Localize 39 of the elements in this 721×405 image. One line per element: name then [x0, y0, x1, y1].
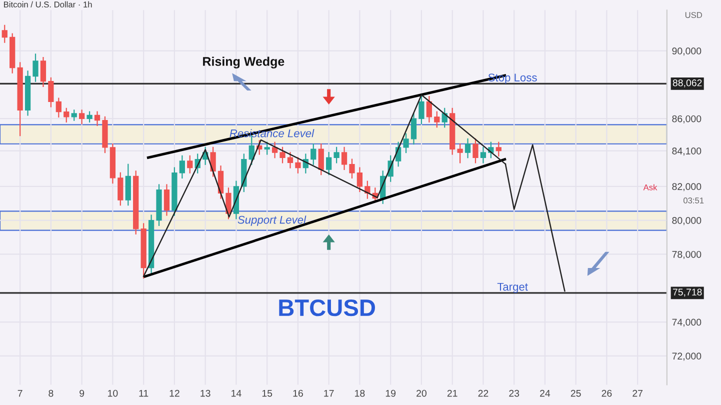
text: USD — [685, 12, 702, 18]
x-tick-label: 11 — [139, 390, 148, 397]
x-tick-label: 13 — [200, 390, 210, 397]
y-tick-label: 80,000 — [672, 217, 702, 226]
x-tick-label: 17 — [324, 390, 334, 397]
x-tick-label: 18 — [355, 390, 365, 397]
y-tick-label: 78,000 — [672, 250, 702, 259]
annotation: Rising Wedge — [203, 56, 284, 68]
y-tick-label: 72,000 — [672, 352, 702, 361]
x-tick-label: 8 — [48, 390, 54, 397]
x-tick-label: 7 — [18, 390, 22, 397]
x-tick-label: 26 — [602, 390, 612, 397]
x-tick-label: 23 — [509, 390, 520, 397]
x-tick-label: 24 — [540, 390, 550, 397]
annotation: 75,718 — [672, 288, 702, 297]
annotation: 88,062 — [672, 79, 702, 88]
x-tick-label: 15 — [262, 390, 272, 397]
x-tick-label: 22 — [478, 390, 488, 397]
y-tick-label: 82,000 — [672, 183, 702, 192]
annotation: BTCUSD — [279, 299, 375, 316]
x-tick-label: 21 — [447, 390, 458, 397]
ref-line-label: Target — [497, 282, 528, 293]
chart-title: Bitcoin / U.S. Dollar · 1h — [4, 1, 92, 8]
x-tick-label: 14 — [232, 390, 242, 397]
y-tick-label: 90,000 — [672, 48, 702, 56]
x-tick-label: 27 — [632, 390, 643, 397]
x-tick-label: 12 — [170, 390, 180, 397]
y-tick-label: 86,000 — [672, 115, 702, 124]
x-tick-label: 16 — [293, 390, 303, 397]
annotation: Ask — [643, 184, 658, 190]
x-tick-label: 20 — [416, 390, 426, 397]
band-label: Support Level — [238, 216, 306, 226]
text: 03:51 — [684, 198, 704, 204]
x-tick-label: 10 — [108, 390, 118, 397]
x-tick-label: 19 — [386, 390, 396, 397]
y-tick-label: 84,100 — [672, 148, 702, 156]
y-tick-label: 74,000 — [672, 318, 702, 327]
x-tick-label: 9 — [80, 390, 84, 397]
x-tick-label: 25 — [570, 390, 581, 397]
